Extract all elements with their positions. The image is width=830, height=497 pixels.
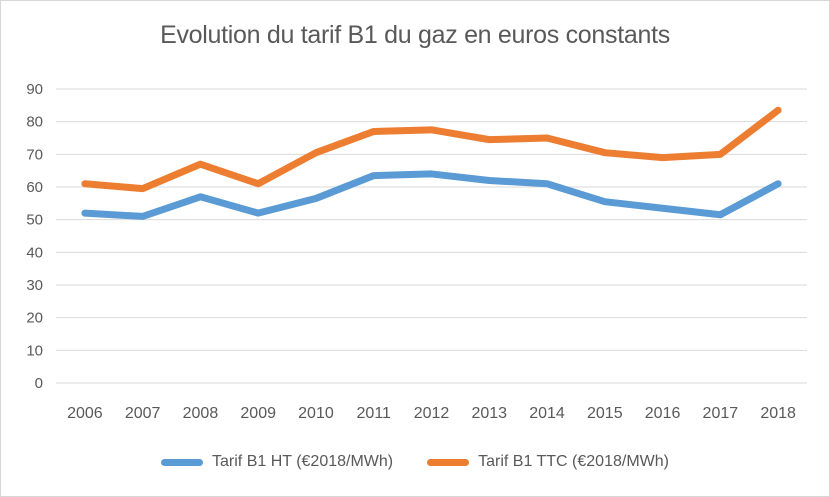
- x-tick-label: 2008: [183, 405, 219, 422]
- x-tick-label: 2012: [414, 405, 450, 422]
- series-line-ttc: [81, 106, 782, 193]
- chart-title: Evolution du tarif B1 du gaz en euros co…: [160, 21, 670, 49]
- x-tick-label: 2017: [703, 405, 739, 422]
- y-tick-label: 90: [26, 81, 43, 98]
- x-tick-label: 2009: [240, 405, 276, 422]
- x-tick-label: 2011: [357, 405, 392, 422]
- y-tick-label: 20: [26, 310, 43, 327]
- y-tick-label: 30: [26, 277, 43, 294]
- x-tick-label: 2010: [298, 405, 334, 422]
- legend-label-ttc: Tarif B1 TTC (€2018/MWh): [478, 453, 669, 470]
- legend: Tarif B1 HT (€2018/MWh) Tarif B1 TTC (€2…: [1, 453, 829, 471]
- legend-item-ttc: Tarif B1 TTC (€2018/MWh): [427, 453, 669, 471]
- legend-label-ht: Tarif B1 HT (€2018/MWh): [212, 453, 394, 470]
- series-line-ht: [81, 170, 782, 220]
- legend-item-ht: Tarif B1 HT (€2018/MWh): [161, 453, 393, 471]
- x-tick-label: 2018: [760, 405, 796, 422]
- y-tick-label: 80: [26, 114, 43, 131]
- x-tick-label: 2016: [645, 405, 681, 422]
- x-tick-label: 2015: [587, 405, 623, 422]
- y-tick-label: 40: [26, 244, 43, 261]
- y-tick-label: 0: [35, 375, 43, 392]
- x-tick-label: 2007: [125, 405, 161, 422]
- y-tick-label: 70: [26, 146, 43, 163]
- x-tick-label: 2006: [67, 405, 103, 422]
- legend-swatch-ht-icon: [161, 458, 204, 466]
- y-tick-label: 50: [26, 212, 43, 229]
- legend-swatch-ttc-icon: [427, 458, 470, 466]
- y-tick-label: 60: [26, 179, 43, 196]
- x-tick-label: 2014: [529, 405, 565, 422]
- x-tick-label: 2013: [471, 405, 507, 422]
- y-tick-label: 10: [26, 342, 43, 359]
